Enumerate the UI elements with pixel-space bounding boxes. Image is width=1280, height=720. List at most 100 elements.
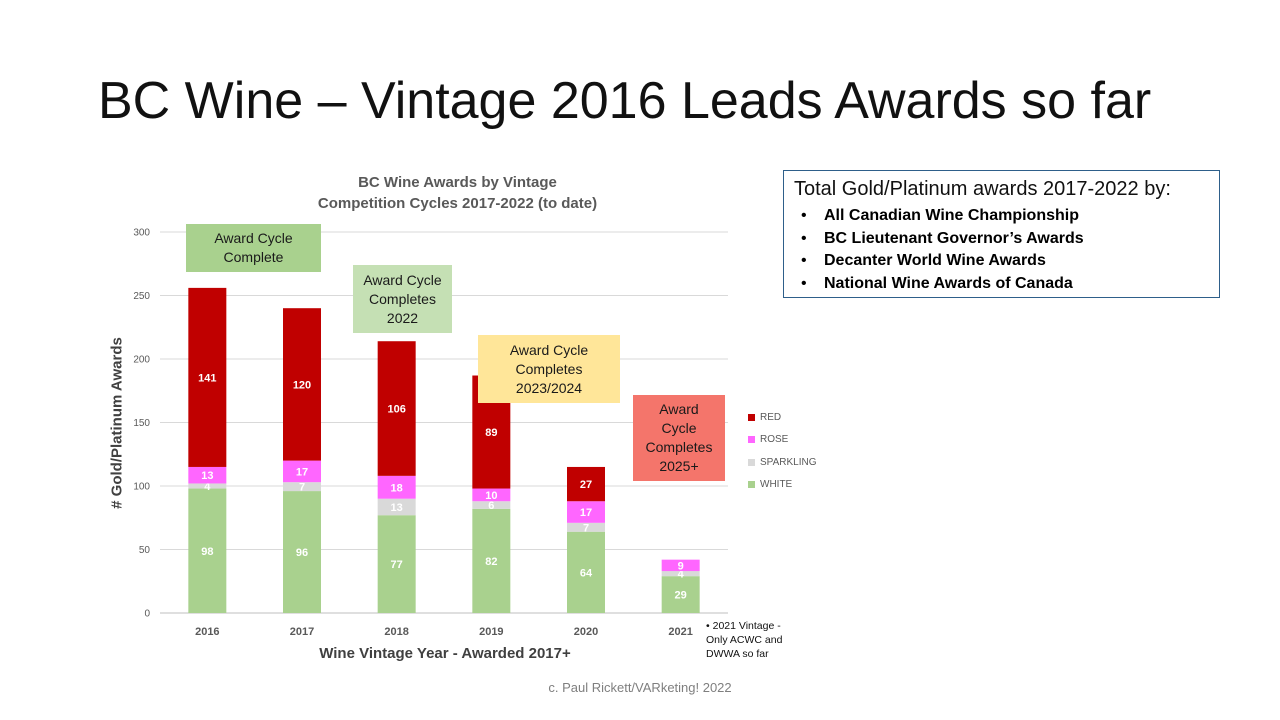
data-label: 64 bbox=[580, 567, 593, 579]
callout-line: Completes bbox=[369, 290, 436, 307]
callout-line: Award Cycle bbox=[214, 230, 293, 246]
copyright-text: c. Paul Rickett/VARketing! 2022 bbox=[548, 680, 732, 695]
x-tick-label: 2018 bbox=[384, 626, 408, 638]
callout-line: Completes bbox=[515, 360, 583, 377]
data-label: 13 bbox=[201, 470, 213, 482]
data-label: 17 bbox=[296, 466, 308, 478]
x-tick-label: 2021 bbox=[668, 626, 692, 638]
callout-line: Award Cycle bbox=[509, 341, 589, 358]
y-tick-label: 150 bbox=[133, 418, 150, 429]
legend-label-sparkling: SPARKLING bbox=[760, 456, 817, 468]
callout-line: Complete bbox=[223, 249, 284, 265]
callout-line: Completes bbox=[645, 439, 713, 455]
data-label: 29 bbox=[675, 590, 687, 602]
award-source-item: National Wine Awards of Canada bbox=[794, 273, 1219, 296]
data-label: 141 bbox=[198, 372, 216, 384]
data-label: 27 bbox=[580, 479, 592, 491]
data-label: 9 bbox=[678, 560, 684, 572]
data-label: 18 bbox=[391, 482, 403, 494]
legend-item-rose: ROSE bbox=[748, 429, 817, 452]
bar-segment-rose bbox=[567, 501, 605, 523]
legend-item-red: RED bbox=[748, 406, 817, 429]
x-tick-label: 2019 bbox=[479, 626, 503, 638]
bar-segment-rose bbox=[377, 475, 416, 499]
data-label: 4 bbox=[204, 481, 211, 493]
bar-segment-white bbox=[661, 576, 700, 613]
legend-label-white: WHITE bbox=[760, 479, 793, 491]
footnote-line: Only ACWC and bbox=[706, 634, 783, 646]
legend-swatch-red bbox=[748, 413, 755, 421]
x-tick-label: 2016 bbox=[195, 626, 219, 638]
data-label: 7 bbox=[299, 482, 305, 494]
bar-segment-sparkling bbox=[283, 482, 321, 492]
callout-completes-2022: Award Cycle Completes 2022 bbox=[353, 265, 452, 333]
data-label: 6 bbox=[488, 500, 494, 512]
chart-title-line-1: BC Wine Awards by Vintage bbox=[358, 174, 557, 191]
data-label: 13 bbox=[391, 502, 403, 514]
award-sources-list: All Canadian Wine Championship BC Lieute… bbox=[794, 205, 1219, 295]
bar-segment-rose bbox=[472, 488, 511, 502]
bar-segment-rose bbox=[188, 466, 227, 484]
legend-label-rose: ROSE bbox=[760, 434, 789, 446]
data-label: 7 bbox=[583, 522, 589, 534]
callout-line: Award bbox=[659, 401, 699, 417]
award-source-item: All Canadian Wine Championship bbox=[794, 205, 1219, 228]
y-axis-title: # Gold/Platinum Awards bbox=[108, 337, 126, 509]
data-label: 106 bbox=[387, 404, 405, 416]
x-tick-label: 2017 bbox=[290, 626, 314, 638]
legend-item-sparkling: SPARKLING bbox=[748, 451, 817, 474]
data-label: 10 bbox=[485, 490, 497, 502]
legend-swatch-sparkling bbox=[748, 458, 755, 466]
footnote-line: DWWA so far bbox=[706, 648, 769, 660]
bar-segment-white bbox=[377, 515, 416, 613]
y-tick-label: 300 bbox=[133, 228, 150, 239]
data-label: 4 bbox=[678, 569, 685, 581]
award-sources-heading: Total Gold/Platinum awards 2017-2022 by: bbox=[794, 178, 1171, 200]
callout-line: 2023/2024 bbox=[515, 379, 583, 396]
bar-segment-white bbox=[567, 531, 605, 613]
bar-segment-white bbox=[188, 488, 227, 613]
x-axis-title: Wine Vintage Year - Awarded 2017+ bbox=[319, 645, 571, 662]
bar-segment-white bbox=[472, 508, 511, 613]
callout-completes-2025-plus: Award Cycle Completes 2025+ bbox=[633, 395, 725, 481]
callout-completes-2023-2024: Award Cycle Completes 2023/2024 bbox=[478, 335, 620, 403]
y-tick-label: 250 bbox=[133, 291, 150, 302]
callout-line: Cycle bbox=[661, 420, 697, 436]
legend-item-white: WHITE bbox=[748, 474, 817, 497]
legend-swatch-white bbox=[748, 481, 755, 489]
award-sources-box: Total Gold/Platinum awards 2017-2022 by:… bbox=[783, 170, 1220, 298]
chart-title-line-2: Competition Cycles 2017-2022 (to date) bbox=[317, 195, 598, 212]
footnote-line: 2021 Vintage - bbox=[712, 620, 781, 632]
callout-line: 2025+ bbox=[659, 458, 699, 474]
x-tick-label: 2020 bbox=[574, 626, 598, 638]
slide-title: BC Wine – Vintage 2016 Leads Awards so f… bbox=[98, 72, 1152, 130]
data-label: 82 bbox=[485, 556, 497, 568]
legend-label-red: RED bbox=[760, 411, 782, 423]
callout-award-cycle-complete: Award Cycle Complete bbox=[186, 224, 321, 272]
callout-line: Award Cycle bbox=[363, 271, 442, 288]
bar-segment-red bbox=[188, 287, 227, 467]
bar-segment-red bbox=[567, 466, 605, 502]
bar-segment-rose bbox=[283, 460, 321, 483]
data-label: 98 bbox=[201, 546, 213, 558]
y-tick-label: 0 bbox=[144, 609, 150, 620]
award-source-item: BC Lieutenant Governor’s Awards bbox=[794, 228, 1219, 251]
data-label: 17 bbox=[580, 507, 592, 519]
bar-segment-sparkling bbox=[661, 571, 700, 577]
data-label: 96 bbox=[296, 547, 308, 559]
chart-legend: RED ROSE SPARKLING WHITE bbox=[748, 406, 817, 496]
data-label: 77 bbox=[391, 559, 403, 571]
bar-segment-rose bbox=[661, 559, 700, 572]
legend-swatch-rose bbox=[748, 436, 755, 444]
y-tick-label: 200 bbox=[133, 355, 150, 366]
data-label: 120 bbox=[293, 379, 311, 391]
bar-segment-red bbox=[377, 341, 416, 476]
chart-title: BC Wine Awards by Vintage Competition Cy… bbox=[280, 172, 635, 214]
award-source-item: Decanter World Wine Awards bbox=[794, 250, 1219, 273]
bar-segment-white bbox=[283, 491, 321, 613]
y-tick-label: 50 bbox=[139, 545, 151, 556]
bar-segment-sparkling bbox=[567, 522, 605, 532]
bar-segment-sparkling bbox=[377, 498, 416, 516]
y-tick-label: 100 bbox=[133, 482, 150, 493]
